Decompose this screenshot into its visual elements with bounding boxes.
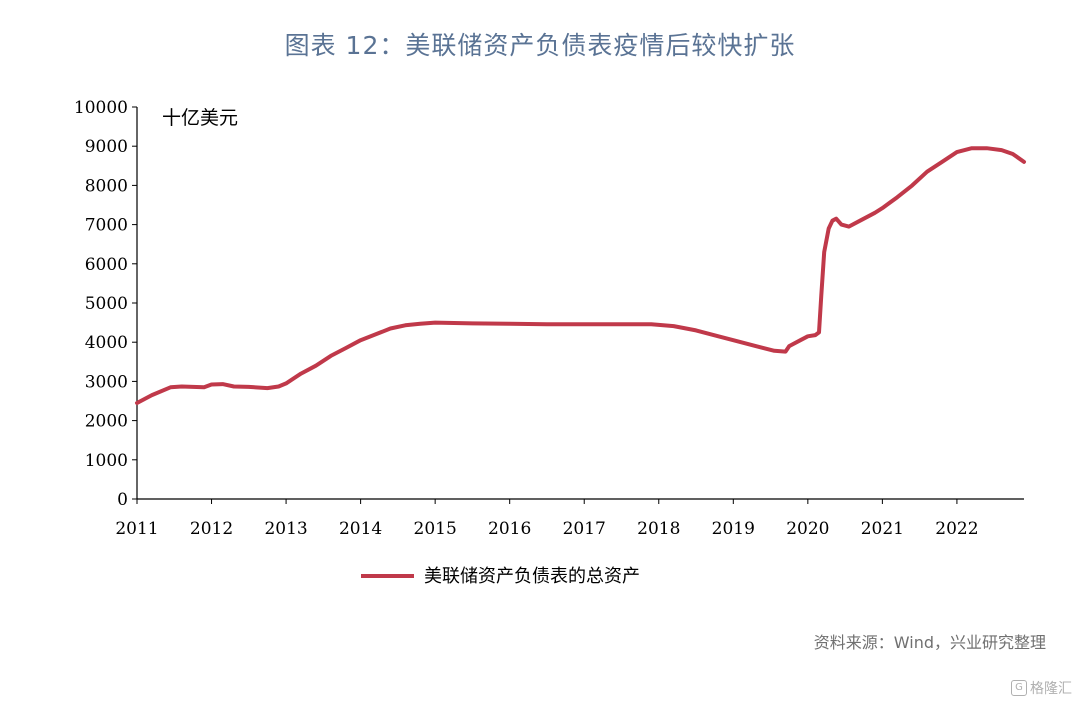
x-tick-label: 2018 (637, 519, 680, 539)
x-tick-label: 2021 (861, 519, 904, 539)
x-tick-label: 2014 (339, 519, 382, 539)
y-tick-label: 1000 (85, 451, 128, 471)
y-tick-label: 5000 (85, 294, 128, 314)
x-tick-label: 2013 (264, 519, 307, 539)
y-tick-label: 6000 (85, 255, 128, 275)
y-tick-label: 2000 (85, 412, 128, 432)
y-tick-label: 8000 (85, 176, 128, 196)
watermark-text: 格隆汇 (1030, 681, 1072, 697)
x-tick-label: 2012 (190, 519, 233, 539)
y-tick-label: 4000 (85, 333, 128, 353)
x-axis-ticks: 2011 2012 2013 2014 2015 2016 2017 2018 2019 2020… (115, 499, 979, 539)
y-tick-label: 3000 (85, 372, 128, 392)
x-tick-label: 2011 (115, 519, 158, 539)
legend-label: 美联储资产负债表的总资产 (424, 566, 640, 587)
y-tick-label: 0 (117, 490, 128, 510)
x-tick-label: 2016 (488, 519, 531, 539)
watermark-logo-icon: G (1011, 680, 1027, 696)
series-line-total-assets (135, 146, 1026, 405)
x-tick-label: 2020 (786, 519, 829, 539)
y-tick-label: 7000 (85, 216, 128, 236)
x-tick-label: 2019 (712, 519, 755, 539)
y-axis-ticks: 0 1000 2000 3000 4000 5000 6000 7000 8000 9000 100… (74, 98, 137, 510)
chart-title: 图表 12：美联储资产负债表疫情后较快扩张 (284, 31, 796, 60)
y-tick-label: 10000 (74, 98, 128, 118)
x-tick-label: 2022 (935, 519, 978, 539)
x-tick-label: 2015 (414, 519, 457, 539)
watermark: G 格隆汇 (1011, 678, 1072, 698)
x-tick-label: 2017 (563, 519, 606, 539)
axes (136, 107, 1024, 500)
source-note: 资料来源：Wind，兴业研究整理 (813, 633, 1046, 652)
y-tick-label: 9000 (85, 137, 128, 157)
y-unit-label: 十亿美元 (162, 107, 238, 129)
